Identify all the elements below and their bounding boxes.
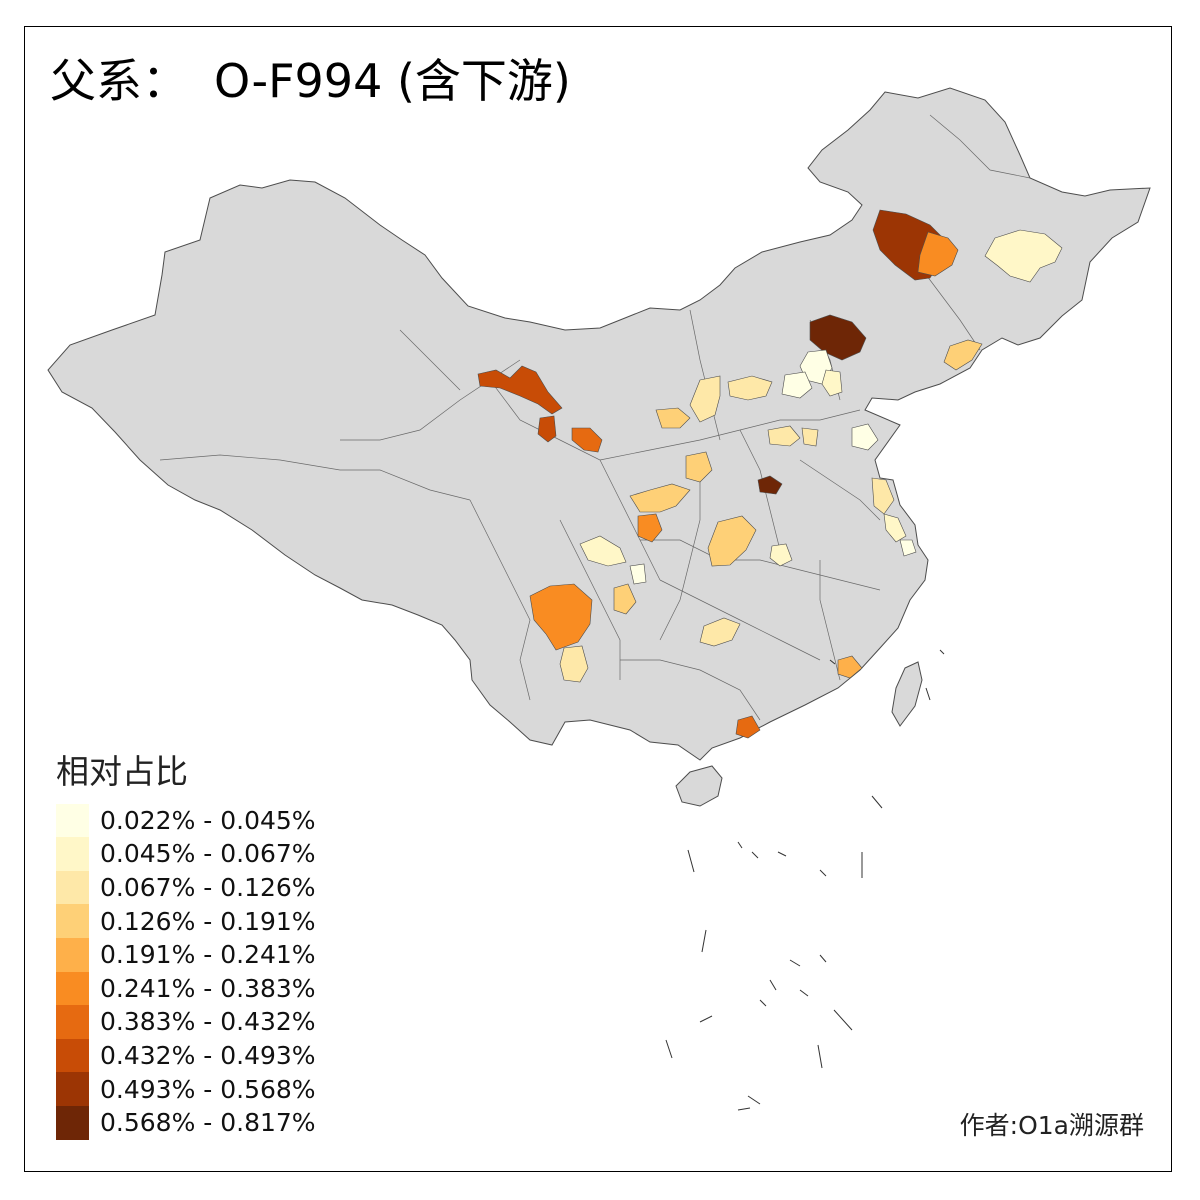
region-yunnan-central — [559, 645, 589, 683]
hainan-island — [675, 765, 723, 807]
legend-item: 0.191% - 0.241% — [56, 937, 316, 972]
legend-item: 0.067% - 0.126% — [56, 870, 316, 905]
legend-title: 相对占比 — [56, 752, 188, 791]
legend-item: 0.022% - 0.045% — [56, 803, 316, 838]
region-qinghai-east — [537, 415, 557, 443]
region-jiangsu-central — [883, 513, 907, 543]
region-heilongjiang — [984, 229, 1063, 283]
region-shaanxi-south — [629, 483, 691, 513]
legend-swatch — [56, 1072, 89, 1106]
region-hebei-south — [767, 425, 801, 447]
region-sichuan-central — [579, 535, 627, 567]
region-hulunbuir-east — [917, 231, 959, 277]
legend-swatch — [56, 1105, 89, 1140]
legend-label: 0.126% - 0.191% — [100, 906, 316, 936]
legend-swatch — [56, 1005, 89, 1039]
region-hexi-corridor — [477, 365, 563, 415]
region-yunnan-northwest — [529, 583, 593, 651]
region-henan-central — [757, 475, 783, 495]
legend-label: 0.493% - 0.568% — [100, 1074, 316, 1104]
legend-item: 0.383% - 0.432% — [56, 1005, 316, 1039]
legend-swatch — [56, 837, 89, 871]
legend-list: 0.022% - 0.045% 0.045% - 0.067% 0.067% - 0… — [56, 803, 316, 1140]
region-hebei-mid — [781, 371, 813, 399]
map-title: 父系： O-F994 (含下游) — [50, 58, 571, 104]
legend-swatch — [56, 870, 89, 905]
legend-label: 0.022% - 0.045% — [100, 805, 316, 835]
legend-item: 0.045% - 0.067% — [56, 837, 316, 871]
region-guizhou-north — [613, 583, 637, 615]
region-inner-mongolia-central — [809, 314, 867, 361]
legend-swatch — [56, 1038, 89, 1073]
legend-item: 0.432% - 0.493% — [56, 1038, 316, 1073]
region-hubei-west — [707, 515, 757, 567]
mainland-china — [47, 87, 1151, 761]
legend-label: 0.432% - 0.493% — [100, 1041, 316, 1071]
region-ningxia-north — [689, 375, 721, 423]
legend-item: 0.126% - 0.191% — [56, 904, 316, 938]
region-guangdong-west — [735, 715, 761, 739]
legend-swatch — [56, 904, 89, 938]
legend-item: 0.241% - 0.383% — [56, 971, 316, 1006]
region-shanxi-north — [727, 375, 773, 401]
title-main: O-F994 (含下游) — [214, 54, 571, 108]
author-credit: 作者:O1a溯源群 — [959, 1111, 1144, 1140]
region-gansu-south — [571, 427, 603, 453]
title-prefix: 父系： — [50, 54, 188, 108]
legend-item: 0.493% - 0.568% — [56, 1072, 316, 1106]
region-sichuan-north — [637, 513, 663, 543]
region-hunan-west — [699, 617, 741, 647]
region-hebei-southeast — [801, 427, 819, 447]
region-shandong-north — [851, 423, 879, 451]
legend-label: 0.191% - 0.241% — [100, 940, 316, 970]
province-borders — [159, 114, 1031, 721]
legend: 相对占比 0.022% - 0.045% 0.045% - 0.067% 0.067… — [56, 752, 316, 1140]
region-hebei-east — [821, 369, 843, 397]
legend-label: 0.067% - 0.126% — [100, 873, 316, 903]
region-shaanxi-central — [685, 451, 713, 483]
south-sea-islands — [665, 649, 945, 1111]
legend-item: 0.568% - 0.817% — [56, 1105, 316, 1140]
legend-label: 0.568% - 0.817% — [100, 1108, 316, 1138]
legend-swatch — [56, 971, 89, 1006]
legend-swatch — [56, 937, 89, 972]
legend-label: 0.241% - 0.383% — [100, 973, 316, 1003]
region-jiangsu-north — [871, 477, 895, 515]
legend-swatch — [56, 803, 89, 838]
region-liaoning-east — [943, 339, 983, 371]
legend-label: 0.383% - 0.432% — [100, 1007, 316, 1037]
region-shaanxi-north — [655, 407, 691, 429]
region-chongqing-area — [629, 563, 647, 585]
region-hubei-east — [769, 543, 793, 567]
region-shanghai-area — [899, 539, 917, 557]
taiwan-island — [891, 661, 923, 727]
region-fujian-south — [837, 655, 863, 679]
legend-label: 0.045% - 0.067% — [100, 839, 316, 869]
